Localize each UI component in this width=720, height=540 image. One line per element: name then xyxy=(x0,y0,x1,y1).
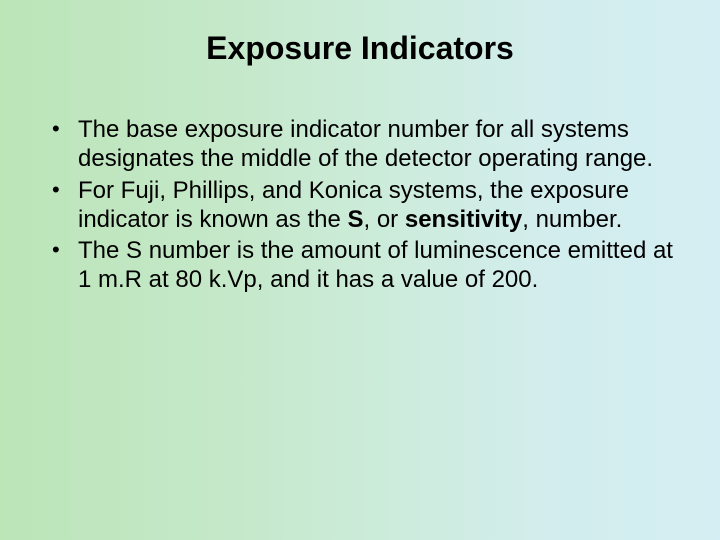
bullet-list: The base exposure indicator number for a… xyxy=(48,115,682,295)
slide-title: Exposure Indicators xyxy=(38,30,682,67)
bullet-text-bold: sensitivity xyxy=(405,206,522,233)
bullet-text: The S number is the amount of luminescen… xyxy=(78,237,673,293)
list-item: For Fuji, Phillips, and Konica systems, … xyxy=(48,176,682,235)
list-item: The S number is the amount of luminescen… xyxy=(48,236,682,295)
slide: Exposure Indicators The base exposure in… xyxy=(0,0,720,540)
bullet-text-post: , number. xyxy=(522,206,622,233)
list-item: The base exposure indicator number for a… xyxy=(48,115,682,174)
bullet-text-mid: , or xyxy=(364,206,405,233)
bullet-text: The base exposure indicator number for a… xyxy=(78,116,653,172)
bullet-text-bold: S xyxy=(347,206,363,233)
